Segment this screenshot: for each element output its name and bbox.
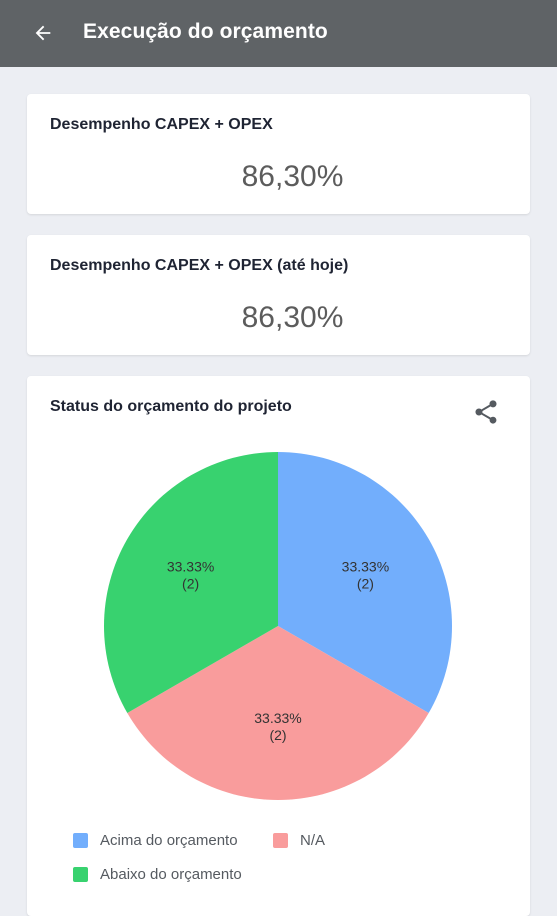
card-label: Desempenho CAPEX + OPEX	[50, 116, 273, 133]
legend-item[interactable]: N/A	[273, 832, 325, 849]
chart-title: Status do orçamento do projeto	[50, 398, 292, 415]
card-value: 86,30%	[241, 301, 344, 334]
legend-swatch	[73, 867, 88, 882]
pie-chart: 33.33%(2)33.33%(2)33.33%(2)	[104, 452, 452, 800]
slice-percent-label: 33.33%	[254, 710, 301, 726]
card-value: 86,30%	[241, 160, 344, 193]
back-button[interactable]	[28, 18, 58, 48]
legend-label: N/A	[300, 832, 326, 849]
legend-label: Acima do orçamento	[100, 832, 238, 849]
pie-slice-2[interactable]	[104, 452, 278, 713]
pie-slice-0[interactable]	[278, 452, 452, 713]
page-title: Execução do orçamento	[83, 20, 328, 43]
legend-swatch	[273, 833, 288, 848]
slice-count-label: (2)	[182, 576, 199, 592]
slice-percent-label: 33.33%	[342, 559, 389, 575]
capex-opex-performance-to-date-card: Desempenho CAPEX + OPEX (até hoje) 86,30…	[27, 235, 530, 355]
legend-item[interactable]: Abaixo do orçamento	[73, 866, 242, 883]
slice-count-label: (2)	[269, 727, 286, 743]
budget-status-card: Status do orçamento do projeto 33.33% (2)…	[27, 376, 530, 916]
slice-percent-label: 33.33%	[167, 559, 214, 575]
card-label: Desempenho CAPEX + OPEX (até hoje)	[50, 257, 349, 274]
app-bar: Execução do orçamento	[0, 0, 557, 67]
slice-count-label: (2)	[357, 576, 374, 592]
arrow-left-icon	[35, 25, 51, 41]
capex-opex-performance-card: Desempenho CAPEX + OPEX 86,30%	[27, 94, 530, 214]
legend-item[interactable]: Acima do orçamento	[73, 832, 238, 849]
share-icon	[475, 400, 497, 424]
legend-label: Abaixo do orçamento	[100, 866, 242, 883]
legend-swatch	[73, 833, 88, 848]
share-button[interactable]	[472, 398, 500, 426]
